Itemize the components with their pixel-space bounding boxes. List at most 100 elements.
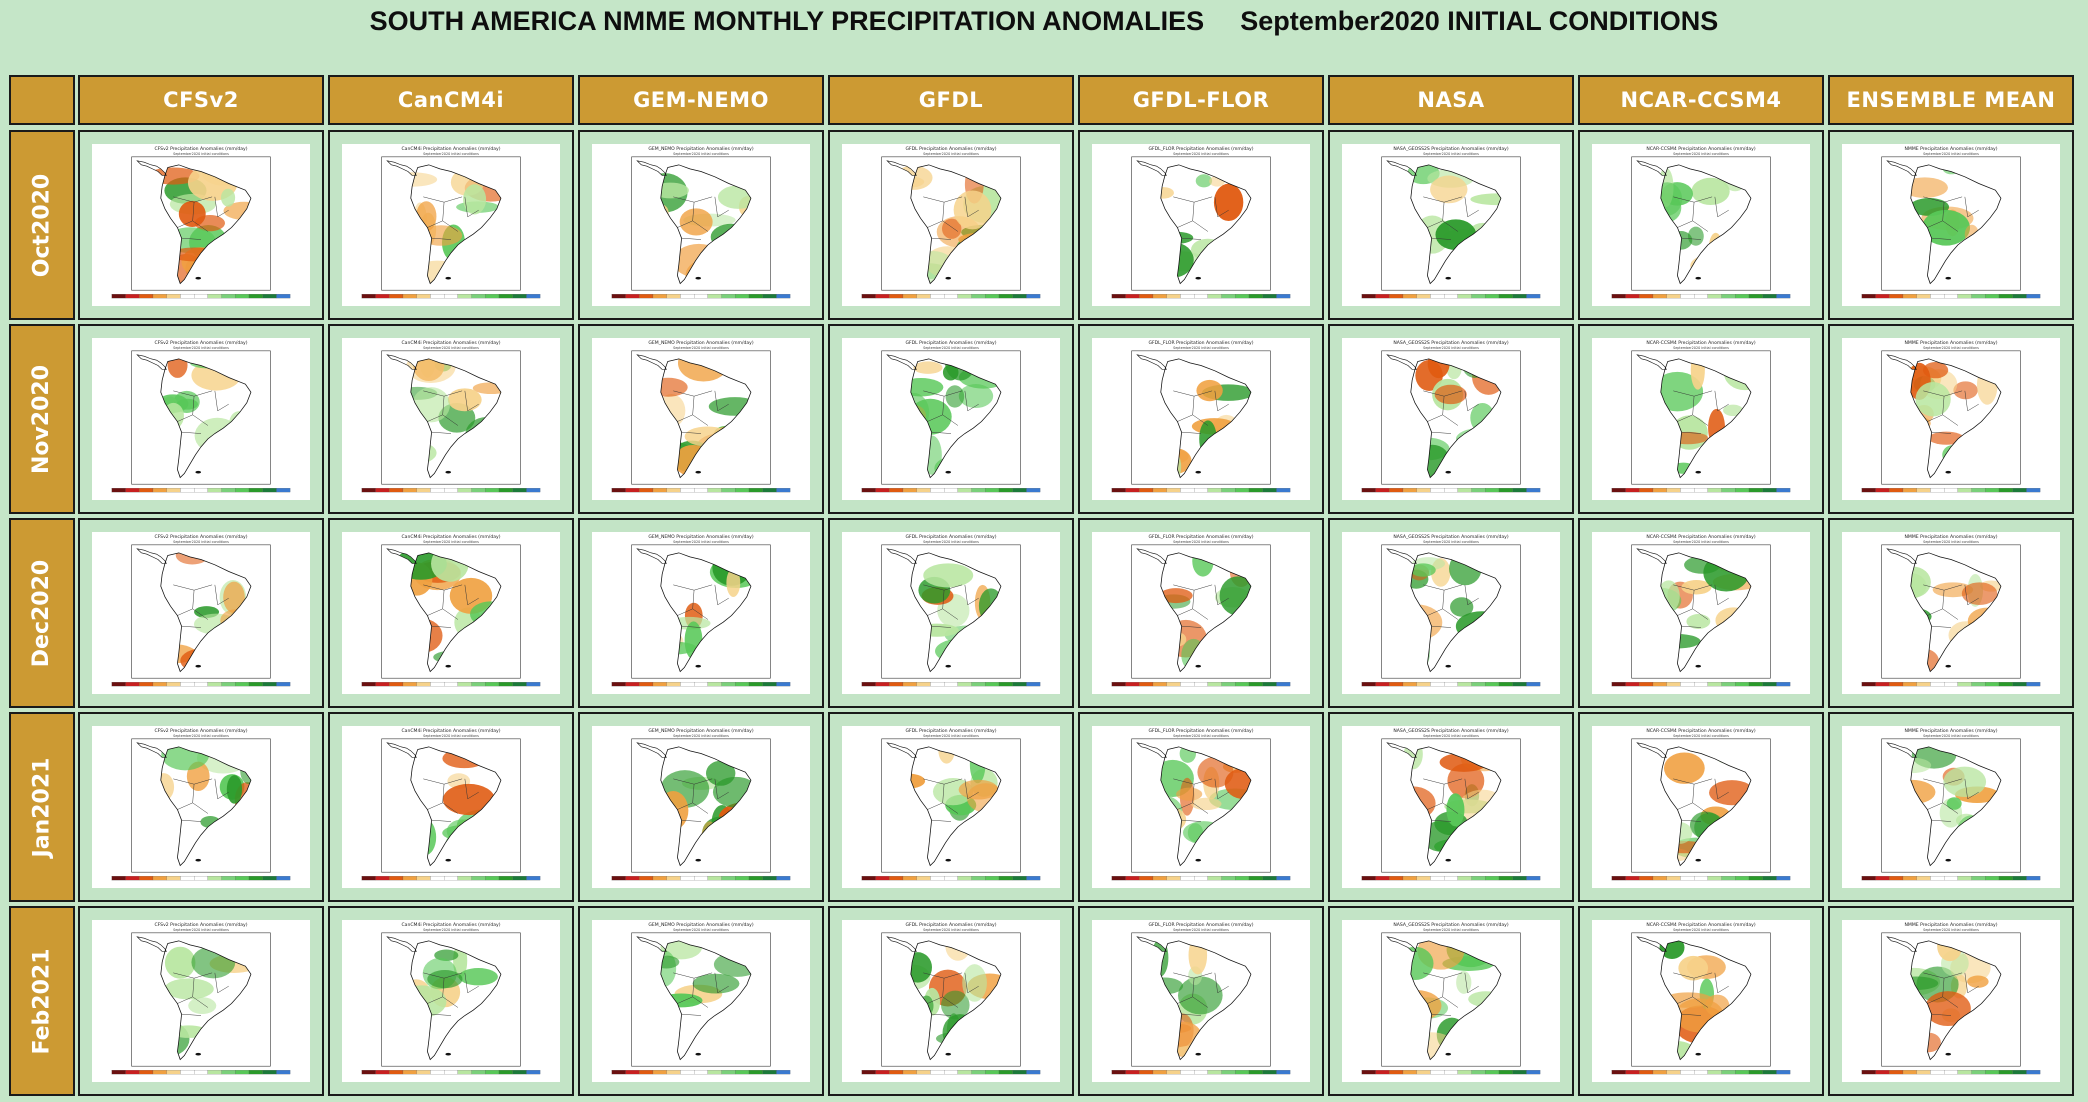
map-cell[interactable]: GFDL Precipitation Anomalies (mm/day) Sep… <box>828 712 1074 902</box>
colorbar-swatch <box>402 682 417 687</box>
colorbar-swatch <box>861 876 876 881</box>
map-cell[interactable]: NMME Precipitation Anomalies (mm/day) Sep… <box>1828 518 2074 708</box>
map-cell[interactable]: GFDL_FLOR Precipitation Anomalies (mm/da… <box>1078 712 1324 902</box>
colorbar-swatch <box>1457 1070 1472 1075</box>
map-caption: NMME Precipitation Anomalies (mm/day) <box>1904 146 1997 152</box>
map-cell[interactable]: NCAR-CCSM4 Precipitation Anomalies (mm/d… <box>1578 906 1824 1096</box>
colorbar-swatch <box>1180 682 1195 687</box>
colorbar-swatch <box>1416 488 1431 493</box>
colorbar-swatch <box>1694 294 1708 299</box>
map-cell[interactable]: GFDL_FLOR Precipitation Anomalies (mm/da… <box>1078 324 1324 514</box>
colorbar-swatch <box>1471 1070 1486 1075</box>
map-cell[interactable]: GEM_NEMO Precipitation Anomalies (mm/day… <box>578 130 824 320</box>
map-cell[interactable]: GFDL_FLOR Precipitation Anomalies (mm/da… <box>1078 518 1324 708</box>
map-caption: CanCM4i Precipitation Anomalies (mm/day) <box>402 534 501 540</box>
map-cell[interactable]: NCAR-CCSM4 Precipitation Anomalies (mm/d… <box>1578 324 1824 514</box>
colorbar-swatch <box>916 682 931 687</box>
colorbar-swatch <box>1012 876 1027 881</box>
colorbar-swatch <box>776 876 791 881</box>
colorbar-swatch <box>1971 876 1986 881</box>
colorbar-swatch <box>1457 294 1472 299</box>
map-cell[interactable]: NMME Precipitation Anomalies (mm/day) Sep… <box>1828 906 2074 1096</box>
colorbar-swatch <box>471 488 486 493</box>
colorbar-swatch <box>1125 1070 1140 1075</box>
colorbar-swatch <box>375 1070 390 1075</box>
continent-outline <box>1660 552 1752 673</box>
map-subtitle: September2020 initial conditions <box>1923 152 1979 156</box>
map-cell[interactable]: GEM_NEMO Precipitation Anomalies (mm/day… <box>578 324 824 514</box>
colorbar-swatch <box>998 488 1013 493</box>
colorbar-swatch <box>707 294 722 299</box>
map-cell[interactable]: NASA_GEOSS2S Precipitation Anomalies (mm… <box>1328 906 1574 1096</box>
map-cell[interactable]: NMME Precipitation Anomalies (mm/day) Sep… <box>1828 324 2074 514</box>
falkland-islands <box>1695 276 1701 280</box>
colorbar-swatch <box>485 682 500 687</box>
map-cell[interactable]: CFSv2 Precipitation Anomalies (mm/day) Se… <box>78 518 324 708</box>
colorbar-swatch <box>1721 876 1736 881</box>
map-cell[interactable]: GFDL Precipitation Anomalies (mm/day) Sep… <box>828 324 1074 514</box>
colorbar-swatch <box>694 294 708 299</box>
map-cell[interactable]: GFDL Precipitation Anomalies (mm/day) Sep… <box>828 130 1074 320</box>
map-cell[interactable]: NCAR-CCSM4 Precipitation Anomalies (mm/d… <box>1578 518 1824 708</box>
map-caption: NMME Precipitation Anomalies (mm/day) <box>1904 340 1997 346</box>
colorbar-swatch <box>1402 1070 1417 1075</box>
continent-outline <box>660 358 752 479</box>
map-image: NMME Precipitation Anomalies (mm/day) Sep… <box>1842 338 2060 500</box>
map-cell[interactable]: CanCM4i Precipitation Anomalies (mm/day)… <box>328 906 574 1096</box>
colorbar-swatch <box>1125 682 1140 687</box>
map-cell[interactable]: GFDL Precipitation Anomalies (mm/day) Sep… <box>828 906 1074 1096</box>
falkland-islands <box>945 470 951 474</box>
map-cell[interactable]: NCAR-CCSM4 Precipitation Anomalies (mm/d… <box>1578 712 1824 902</box>
map-cell[interactable]: NASA_GEOSS2S Precipitation Anomalies (mm… <box>1328 324 1574 514</box>
map-cell[interactable]: NMME Precipitation Anomalies (mm/day) Sep… <box>1828 130 2074 320</box>
colorbar-swatch <box>1526 1070 1541 1075</box>
map-image: GFDL_FLOR Precipitation Anomalies (mm/da… <box>1092 532 1310 694</box>
colorbar-swatch <box>762 876 777 881</box>
colorbar-swatch <box>152 294 167 299</box>
colorbar-swatch <box>625 682 640 687</box>
colorbar-swatch <box>1248 294 1263 299</box>
colorbar-swatch <box>1652 294 1667 299</box>
map-cell[interactable]: CFSv2 Precipitation Anomalies (mm/day) Se… <box>78 712 324 902</box>
colorbar-swatch <box>1430 876 1445 881</box>
colorbar-swatch <box>721 488 736 493</box>
map-cell[interactable]: CFSv2 Precipitation Anomalies (mm/day) Se… <box>78 130 324 320</box>
map-cell[interactable]: CanCM4i Precipitation Anomalies (mm/day)… <box>328 130 574 320</box>
colorbar-swatch <box>776 488 791 493</box>
country-borders <box>1173 778 1229 822</box>
colorbar-swatch <box>139 294 154 299</box>
map-cell[interactable]: GEM_NEMO Precipitation Anomalies (mm/day… <box>578 712 824 902</box>
map-cell[interactable]: GFDL_FLOR Precipitation Anomalies (mm/da… <box>1078 906 1324 1096</box>
colorbar-swatch <box>875 876 890 881</box>
map-cell[interactable]: NASA_GEOSS2S Precipitation Anomalies (mm… <box>1328 130 1574 320</box>
map-subtitle: September2020 initial conditions <box>673 928 729 932</box>
map-cell[interactable]: NASA_GEOSS2S Precipitation Anomalies (mm… <box>1328 518 1574 708</box>
colorbar-swatch <box>248 682 263 687</box>
map-cell[interactable]: CanCM4i Precipitation Anomalies (mm/day)… <box>328 712 574 902</box>
row-label-dec2020: Dec2020 <box>9 518 75 708</box>
falkland-islands <box>945 858 951 862</box>
colorbar-swatch <box>1375 876 1390 881</box>
map-cell[interactable]: NMME Precipitation Anomalies (mm/day) Sep… <box>1828 712 2074 902</box>
colorbar-swatch <box>457 876 472 881</box>
falkland-islands <box>1195 470 1201 474</box>
colorbar-swatch <box>625 294 640 299</box>
colorbar-swatch <box>1916 876 1931 881</box>
map-cell[interactable]: CanCM4i Precipitation Anomalies (mm/day)… <box>328 324 574 514</box>
map-cell[interactable]: NCAR-CCSM4 Precipitation Anomalies (mm/d… <box>1578 130 1824 320</box>
map-cell[interactable]: CanCM4i Precipitation Anomalies (mm/day)… <box>328 518 574 708</box>
precip-anomaly-map: NMME Precipitation Anomalies (mm/day)Sep… <box>1861 534 2041 687</box>
map-cell[interactable]: NASA_GEOSS2S Precipitation Anomalies (mm… <box>1328 712 1574 902</box>
colorbar-swatch <box>861 682 876 687</box>
central-america-outline <box>136 936 167 952</box>
map-cell[interactable]: GEM_NEMO Precipitation Anomalies (mm/day… <box>578 518 824 708</box>
map-cell[interactable]: GFDL Precipitation Anomalies (mm/day) Sep… <box>828 518 1074 708</box>
map-image: NMME Precipitation Anomalies (mm/day) Sep… <box>1842 144 2060 306</box>
continent-outline <box>160 552 252 673</box>
map-cell[interactable]: GFDL_FLOR Precipitation Anomalies (mm/da… <box>1078 130 1324 320</box>
map-cell[interactable]: CFSv2 Precipitation Anomalies (mm/day) Se… <box>78 324 324 514</box>
country-borders <box>923 196 979 240</box>
colorbar-swatch <box>680 682 695 687</box>
map-cell[interactable]: CFSv2 Precipitation Anomalies (mm/day) Se… <box>78 906 324 1096</box>
map-cell[interactable]: GEM_NEMO Precipitation Anomalies (mm/day… <box>578 906 824 1096</box>
